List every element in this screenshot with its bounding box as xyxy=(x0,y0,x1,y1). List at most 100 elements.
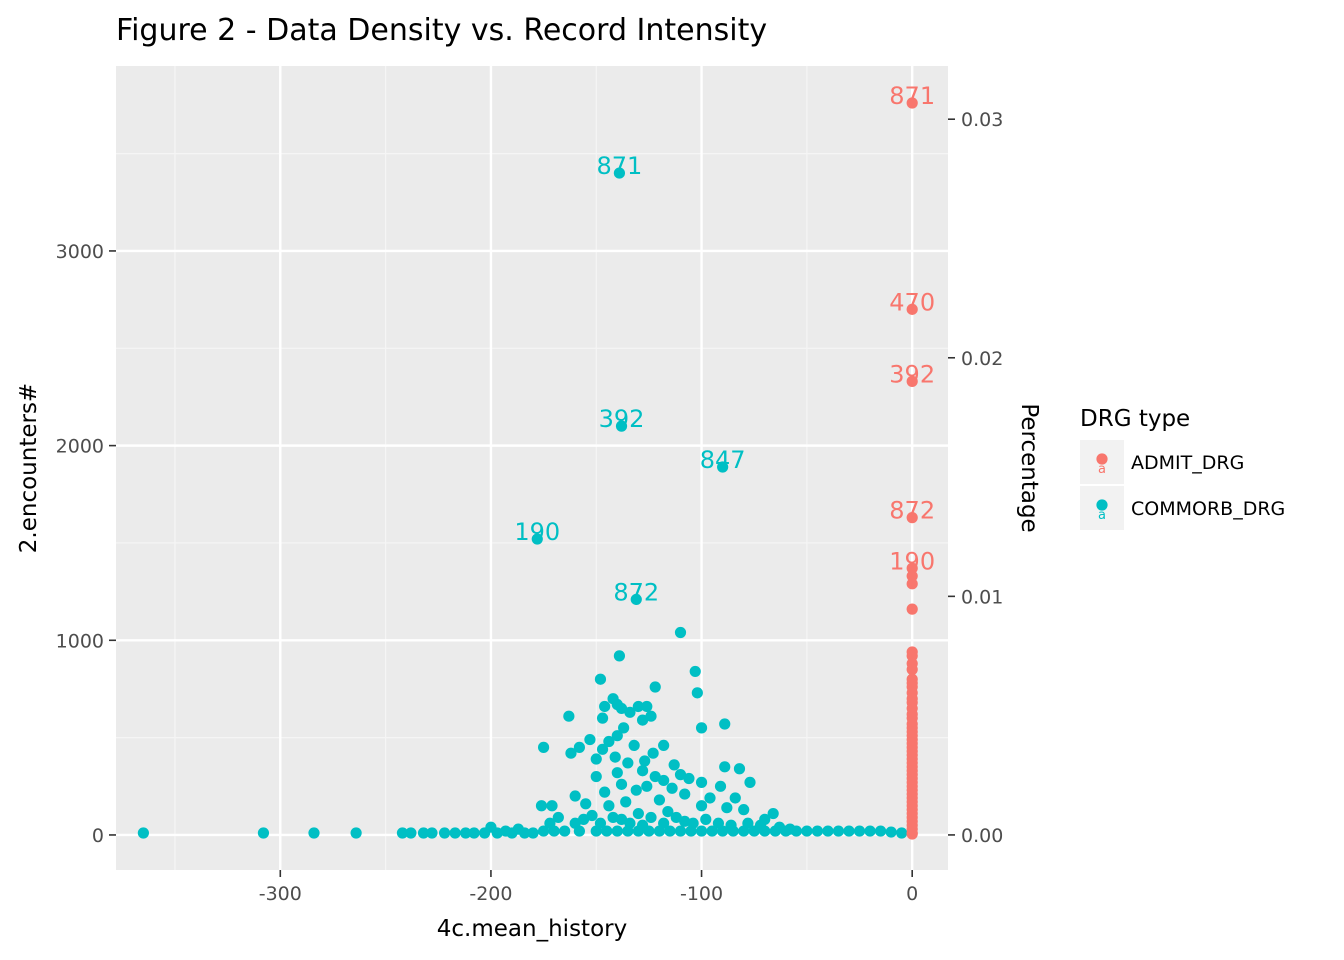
data-point-admit-drg xyxy=(906,375,918,387)
data-point-admit-drg xyxy=(906,570,918,582)
data-point-admit-drg xyxy=(906,650,918,662)
data-point-commorb-drg xyxy=(624,817,636,829)
point-label: 190 xyxy=(514,518,560,546)
data-point-commorb-drg xyxy=(590,753,602,765)
data-point-commorb-drg xyxy=(584,733,596,746)
data-point-commorb-drg xyxy=(537,741,550,753)
data-point-commorb-drg xyxy=(645,811,657,824)
data-point-commorb-drg xyxy=(653,794,666,806)
y2-tick-label: 0.01 xyxy=(961,586,1003,608)
y2-tick-label: 0.02 xyxy=(961,348,1003,370)
data-point-commorb-drg xyxy=(691,687,703,699)
data-point-commorb-drg xyxy=(630,784,642,796)
data-point-commorb-drg xyxy=(649,681,661,693)
data-point-commorb-drg xyxy=(611,767,623,779)
data-point-commorb-drg xyxy=(350,827,362,839)
data-point-admit-drg xyxy=(906,578,918,590)
y2-tick-label: 0.00 xyxy=(961,825,1003,847)
data-point-commorb-drg xyxy=(599,786,611,798)
data-point-commorb-drg xyxy=(674,825,687,837)
data-point-commorb-drg xyxy=(624,706,636,718)
data-point-commorb-drg xyxy=(674,626,687,639)
data-point-commorb-drg xyxy=(308,827,320,839)
data-point-commorb-drg xyxy=(687,817,699,829)
data-point-commorb-drg xyxy=(611,825,623,837)
data-point-commorb-drg xyxy=(773,821,786,833)
data-point-commorb-drg xyxy=(641,780,653,792)
data-point-commorb-drg xyxy=(721,802,733,814)
data-point-commorb-drg xyxy=(636,819,649,831)
secondary-y-axis: 0.00 0.01 0.02 0.03 xyxy=(948,109,1003,847)
data-point-commorb-drg xyxy=(679,815,691,827)
data-point-commorb-drg xyxy=(596,712,609,724)
data-point-commorb-drg xyxy=(613,650,626,662)
data-point-admit-drg xyxy=(906,663,918,676)
x-axis-title: 4c.mean_history xyxy=(437,916,627,942)
data-point-commorb-drg xyxy=(552,811,564,824)
legend-entry-label: COMMORB_DRG xyxy=(1131,498,1285,520)
data-point-commorb-drg xyxy=(641,700,653,713)
data-point-commorb-drg xyxy=(645,710,657,722)
y-axis-title: 2.encounters# xyxy=(16,383,42,553)
plot-panel xyxy=(116,66,948,870)
data-point-commorb-drg xyxy=(759,813,771,825)
data-point-commorb-drg xyxy=(468,827,480,839)
data-point-commorb-drg xyxy=(683,772,695,785)
data-point-commorb-drg xyxy=(613,167,626,179)
data-point-commorb-drg xyxy=(695,800,708,812)
legend-glyph: a xyxy=(1098,462,1106,477)
y-tick-label: 3000 xyxy=(56,241,104,263)
data-point-admit-drg xyxy=(906,97,918,109)
data-point-commorb-drg xyxy=(396,827,409,839)
data-point-commorb-drg xyxy=(609,751,621,763)
point-label: 871 xyxy=(889,82,935,110)
data-point-commorb-drg xyxy=(559,825,571,837)
data-point-commorb-drg xyxy=(615,420,628,432)
data-point-commorb-drg xyxy=(578,813,590,825)
data-point-commorb-drg xyxy=(719,718,731,730)
point-label: 847 xyxy=(700,446,746,474)
point-label: 872 xyxy=(613,578,659,606)
data-point-commorb-drg xyxy=(658,739,670,752)
data-point-commorb-drg xyxy=(700,813,712,825)
data-point-commorb-drg xyxy=(628,739,640,752)
data-point-commorb-drg xyxy=(417,827,430,839)
point-label: 190 xyxy=(889,547,935,575)
data-point-commorb-drg xyxy=(695,776,708,788)
data-point-commorb-drg xyxy=(649,770,661,783)
point-label: 872 xyxy=(889,497,935,525)
data-point-commorb-drg xyxy=(647,747,659,759)
data-point-commorb-drg xyxy=(438,827,451,839)
data-point-commorb-drg xyxy=(580,798,592,810)
data-point-commorb-drg xyxy=(658,774,670,787)
data-point-commorb-drg xyxy=(742,817,754,829)
data-point-commorb-drg xyxy=(601,825,613,837)
data-point-commorb-drg xyxy=(832,825,845,837)
data-point-commorb-drg xyxy=(801,825,813,837)
data-point-commorb-drg xyxy=(733,763,746,775)
data-point-commorb-drg xyxy=(535,800,548,812)
x-axis: -300 -200 -100 0 xyxy=(259,870,918,905)
minor-gridlines xyxy=(116,66,948,870)
data-point-commorb-drg xyxy=(719,761,731,773)
data-point-commorb-drg xyxy=(618,722,630,734)
data-point-commorb-drg xyxy=(565,747,577,759)
x-tick-label: -300 xyxy=(259,883,302,905)
data-point-commorb-drg xyxy=(636,765,649,777)
data-point-commorb-drg xyxy=(594,673,607,685)
data-point-commorb-drg xyxy=(615,813,628,825)
data-point-commorb-drg xyxy=(611,730,623,742)
data-point-commorb-drg xyxy=(460,827,472,839)
data-point-commorb-drg xyxy=(666,782,678,794)
data-point-commorb-drg xyxy=(603,735,615,748)
data-point-commorb-drg xyxy=(668,759,680,771)
data-point-commorb-drg xyxy=(811,825,824,837)
point-label: 871 xyxy=(597,152,643,180)
point-label: 470 xyxy=(889,288,935,316)
data-point-commorb-drg xyxy=(706,825,718,837)
data-point-commorb-drg xyxy=(695,722,708,734)
y2-axis-title: Percentage xyxy=(1016,403,1042,532)
data-point-commorb-drg xyxy=(546,800,558,812)
data-point-commorb-drg xyxy=(744,776,756,788)
